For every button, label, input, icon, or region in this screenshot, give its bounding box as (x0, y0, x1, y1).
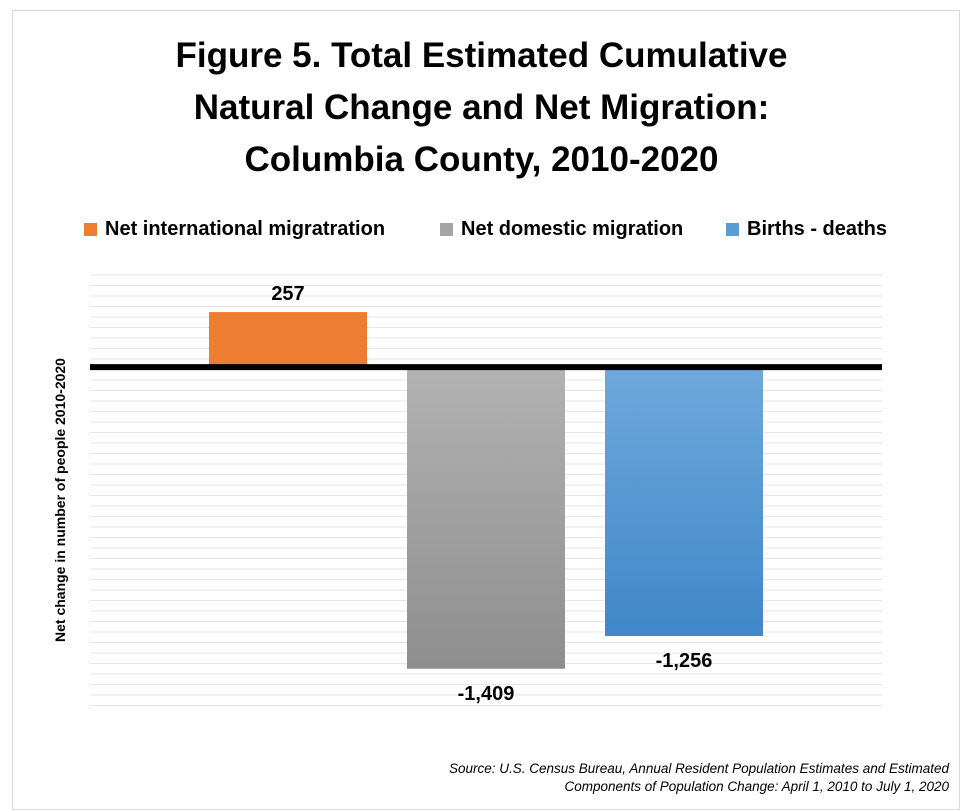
data-label: -1,256 (656, 650, 713, 672)
bar-births-minus-deaths (605, 367, 763, 636)
chart-title-line-3: Columbia County, 2010-2020 (244, 140, 719, 179)
legend-label-international: Net international migratration (105, 218, 386, 240)
chart-title: Figure 5. Total Estimated Cumulative Nat… (0, 30, 963, 186)
legend-swatch-blue (726, 223, 739, 236)
chart-legend: Net international migratration Net domes… (0, 218, 963, 244)
bar-net-domestic-migration (407, 367, 565, 669)
chart-title-line-1: Figure 5. Total Estimated Cumulative (175, 36, 788, 75)
source-line-2: Components of Population Change: April 1… (564, 779, 949, 794)
legend-item-international: Net international migratration (84, 218, 385, 241)
legend-swatch-orange (84, 223, 97, 236)
plot-area: 257 -1,409 -1,256 (90, 274, 882, 706)
legend-item-domestic: Net domestic migration (440, 218, 683, 241)
chart-title-line-2: Natural Change and Net Migration: (193, 88, 770, 127)
legend-swatch-gray (440, 223, 453, 236)
legend-label-natural: Births - deaths (747, 218, 888, 240)
legend-label-domestic: Net domestic migration (461, 218, 684, 240)
data-label: -1,409 (458, 683, 515, 705)
bar-net-international-migration (209, 312, 367, 368)
legend-item-natural: Births - deaths (726, 218, 887, 241)
source-line-1: Source: U.S. Census Bureau, Annual Resid… (448, 761, 949, 776)
source-note: Source: U.S. Census Bureau, Annual Resid… (449, 760, 949, 796)
data-label: 257 (271, 283, 304, 305)
